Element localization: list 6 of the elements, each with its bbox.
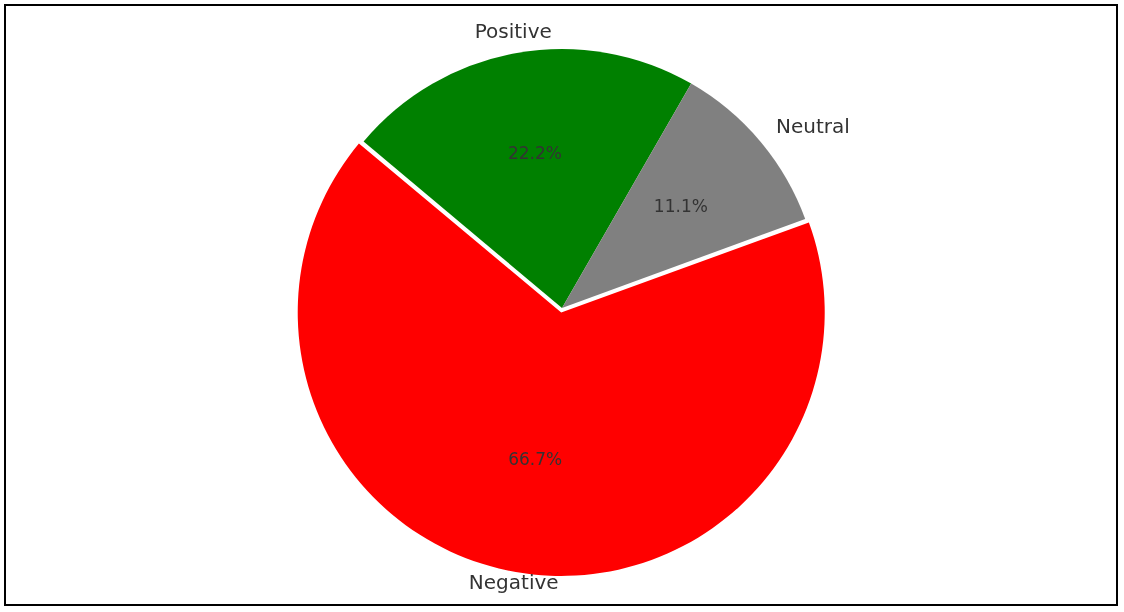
data-label: 66.7% bbox=[508, 449, 563, 470]
slice-label: Positive bbox=[474, 18, 552, 43]
data-label: 22.2% bbox=[507, 143, 562, 164]
slice-label: Negative bbox=[468, 569, 559, 594]
data-label: 11.1% bbox=[653, 196, 708, 217]
slice-label: Neutral bbox=[775, 114, 850, 139]
